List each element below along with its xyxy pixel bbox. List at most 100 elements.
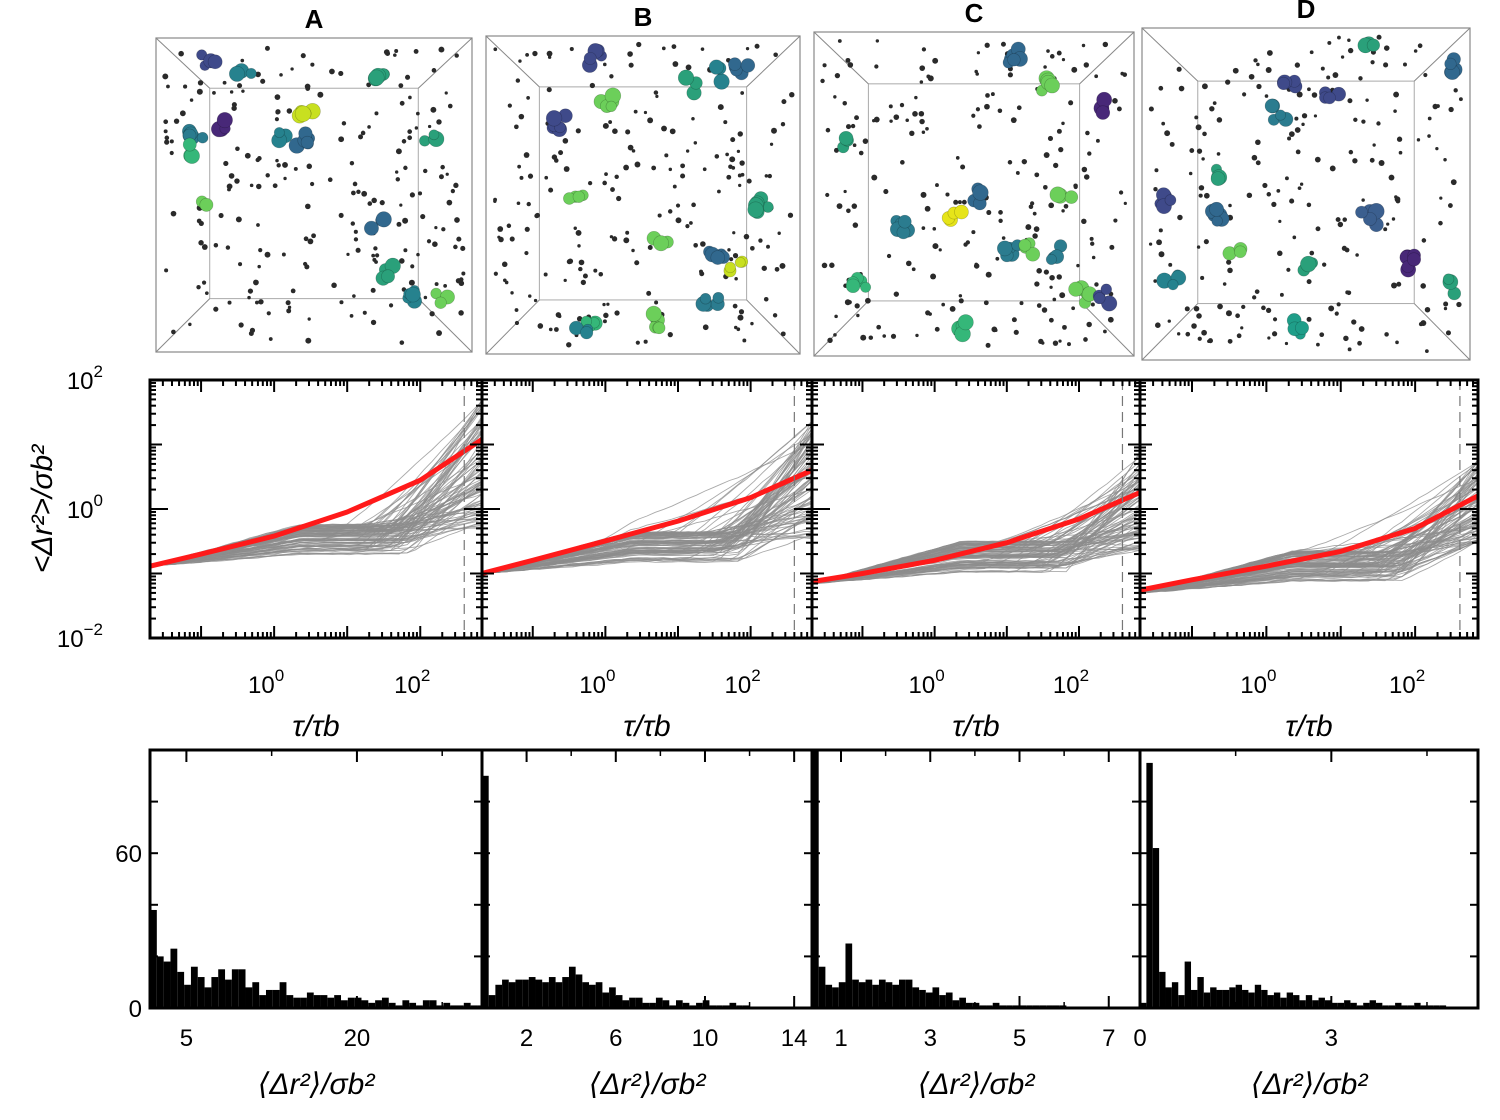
particle [779, 262, 786, 269]
particle [388, 303, 394, 308]
particle [558, 150, 564, 156]
particle [399, 258, 405, 264]
particle [1063, 203, 1069, 209]
particle [868, 335, 874, 340]
particle [643, 339, 648, 344]
msd-particle-curve [812, 531, 1140, 585]
particle [1241, 304, 1246, 309]
particle [432, 241, 438, 247]
particle [352, 294, 356, 298]
particle [1036, 268, 1042, 274]
histogram-bar [838, 982, 846, 1008]
histogram-bar [190, 966, 198, 1008]
particle [851, 203, 858, 209]
particle [734, 325, 738, 330]
histogram-bar [1171, 982, 1179, 1008]
box-edge [485, 35, 540, 88]
particle [1034, 172, 1040, 178]
particle [1292, 235, 1297, 240]
particle [329, 68, 335, 75]
particle [754, 43, 760, 49]
particle [1393, 91, 1400, 98]
particle [1058, 339, 1062, 343]
particle [1289, 198, 1295, 204]
particle [1184, 306, 1190, 312]
particle [1279, 292, 1284, 297]
particle [850, 123, 856, 129]
x-axis-title: τ/τb [623, 710, 670, 743]
particle [1337, 35, 1341, 40]
particle [1194, 115, 1199, 120]
particle [833, 147, 839, 153]
particle [331, 282, 337, 289]
panel-label-d: D [1297, 0, 1316, 24]
histogram-bar [899, 979, 906, 1008]
particle [169, 150, 174, 156]
particle [675, 217, 682, 224]
particle [1094, 74, 1099, 79]
cluster-particle [1007, 53, 1021, 67]
particle [919, 118, 925, 125]
cluster-particle [605, 100, 617, 113]
cluster-particle [363, 220, 379, 236]
particle [1061, 57, 1066, 62]
particle [1102, 41, 1109, 48]
histogram-bar [1273, 992, 1281, 1008]
x-tick-label: 2 [520, 1025, 533, 1052]
particle [918, 110, 925, 117]
particle [524, 226, 530, 232]
histogram-bar [482, 775, 489, 1008]
particle [395, 177, 401, 182]
particle [1177, 214, 1183, 221]
particle [1209, 106, 1215, 112]
cluster-particle [1210, 171, 1226, 187]
particle [351, 190, 356, 196]
histogram-bar [1299, 1000, 1306, 1008]
particle [1056, 128, 1062, 134]
particle [1167, 319, 1171, 323]
particle [1048, 317, 1054, 323]
particle [865, 297, 871, 304]
histogram-bar [1254, 984, 1262, 1008]
cluster-particle [1093, 292, 1106, 305]
particle [1076, 263, 1080, 268]
particle [985, 342, 991, 348]
particle [1201, 157, 1205, 161]
particle [627, 51, 633, 57]
particle [1287, 136, 1292, 141]
particle [1365, 98, 1369, 102]
particle [742, 338, 747, 343]
particle [286, 308, 292, 314]
particle [396, 221, 402, 227]
histogram-bar [170, 948, 178, 1008]
particle [949, 305, 956, 312]
particle [218, 213, 224, 219]
particle [1118, 190, 1124, 195]
particle [403, 248, 408, 253]
particle [279, 73, 283, 77]
particle [1351, 319, 1357, 325]
particle [163, 129, 168, 134]
box-edge [746, 35, 801, 88]
particle [732, 253, 739, 259]
particle [582, 273, 588, 279]
particle [169, 139, 174, 144]
particle [1043, 65, 1047, 69]
cluster-particle [182, 137, 197, 152]
particle [766, 244, 770, 249]
msd-plot-a: 100 102 10−2 100 102 τ/τb <Δr²>/σb² [26, 362, 484, 743]
particle [367, 125, 371, 129]
particle [455, 278, 462, 284]
box-outer [485, 35, 801, 355]
histogram-bar [1331, 1002, 1338, 1008]
box-edge [813, 300, 869, 357]
particle [827, 337, 833, 344]
particle [1336, 302, 1341, 307]
particle [627, 144, 634, 151]
cluster-particle [1233, 245, 1247, 259]
cluster-particle [1044, 77, 1060, 94]
particle [1196, 245, 1201, 249]
particle [1284, 341, 1289, 346]
particle [998, 210, 1003, 215]
y-tick-label: 60 [115, 841, 142, 868]
